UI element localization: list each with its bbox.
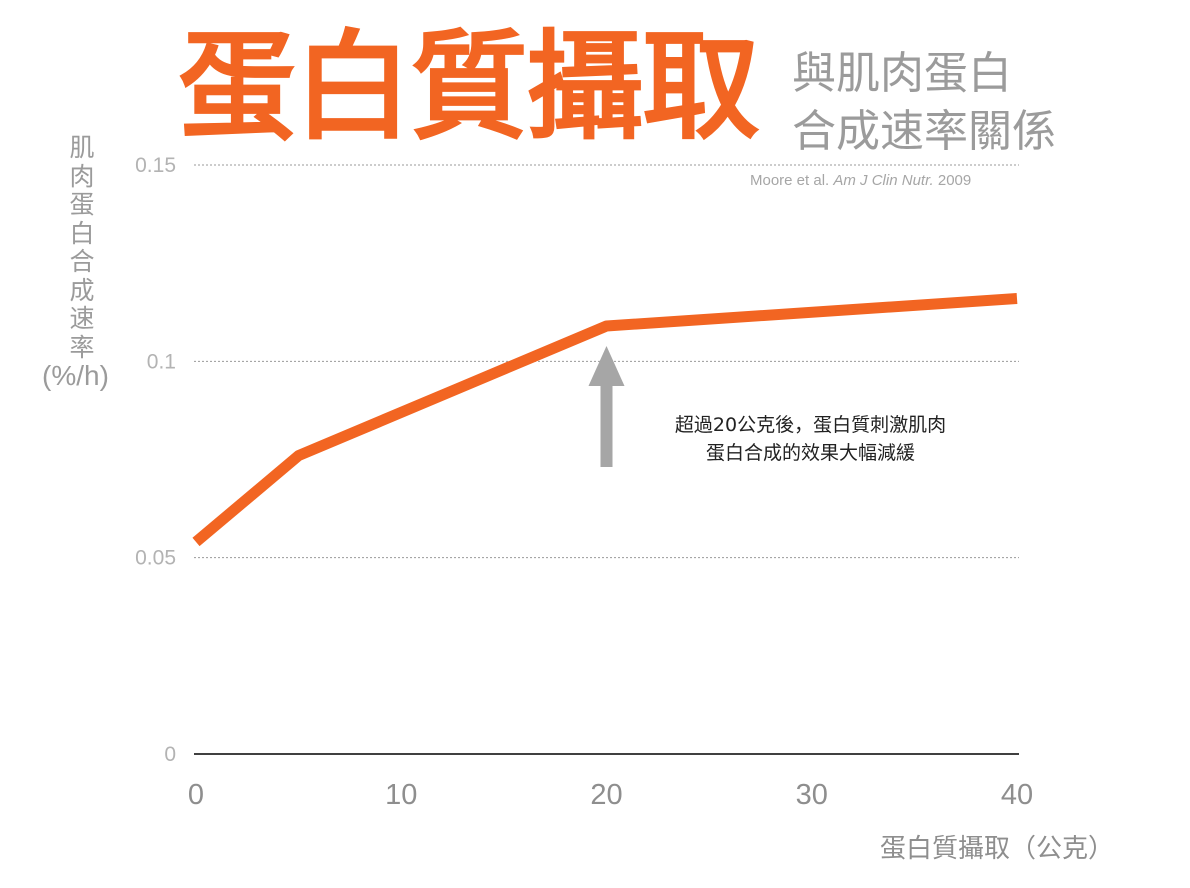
annotation-arrow (588, 345, 625, 467)
y-tick-label: 0.05 (135, 547, 176, 570)
x-tick-labels: 0 10 20 30 40 (188, 779, 1033, 811)
arrow-head (588, 345, 625, 386)
citation-journal: Am J Clin Nutr. (833, 172, 934, 189)
citation-authors: Moore et al. (750, 172, 830, 189)
x-tick-label: 40 (1001, 779, 1033, 811)
citation-year: 2009 (937, 172, 972, 189)
chart-title: 蛋白質攝取 (178, 18, 760, 156)
y-tick-label: 0.1 (147, 350, 176, 373)
y-tick-label: 0 (164, 743, 176, 766)
x-tick-label: 30 (796, 779, 828, 811)
x-axis-label: 蛋白質攝取（公克） (880, 834, 1115, 864)
x-tick-label: 10 (385, 779, 417, 811)
y-axis-unit: (%/h) (42, 360, 109, 391)
annotation-line1: 超過20公克後，蛋白質刺激肌肉 (674, 414, 947, 436)
series-layer (192, 293, 1018, 547)
x-tick-label: 0 (188, 779, 204, 811)
x-tick-label: 20 (590, 779, 622, 811)
chart-subtitle-line1: 與肌肉蛋白 (792, 48, 1012, 99)
y-tick-labels: 0 0.05 0.1 0.15 (135, 154, 176, 766)
chart-subtitle-line2: 合成速率關係 (792, 106, 1056, 157)
annotation-line2: 蛋白合成的效果大幅減緩 (705, 442, 915, 464)
series-line (192, 293, 1018, 547)
y-axis-label: 肌肉蛋白合成速率 (69, 133, 95, 362)
annotation-text: 超過20公克後，蛋白質刺激肌肉 蛋白合成的效果大幅減緩 (638, 411, 983, 467)
y-tick-label: 0.15 (135, 154, 176, 177)
arrow-shaft (600, 384, 613, 467)
citation: Moore et al. Am J Clin Nutr. 2009 (750, 172, 971, 189)
